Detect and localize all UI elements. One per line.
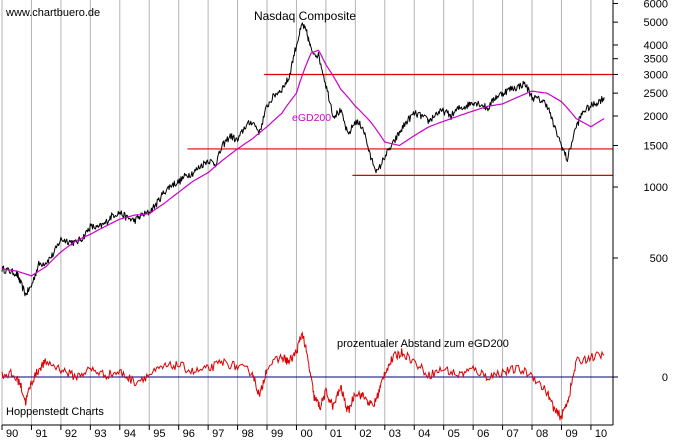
footer-credit: Hoppenstedt Charts (6, 406, 104, 418)
x-tick-label: 04 (418, 428, 430, 440)
x-tick-label: 95 (153, 428, 165, 440)
y-tick-label: 3500 (644, 54, 668, 66)
x-tick-label: 91 (35, 428, 47, 440)
y-tick-label: 1500 (644, 140, 668, 152)
x-tick-label: 00 (300, 428, 312, 440)
gridlines (1, 0, 592, 425)
x-tick-label: 98 (242, 428, 254, 440)
x-tick-label: 99 (271, 428, 283, 440)
y-tick-label: 3000 (644, 69, 668, 81)
main-chart-title: Nasdaq Composite (254, 9, 356, 23)
x-tick-label: 10 (595, 428, 607, 440)
x-tick-label: 09 (565, 428, 577, 440)
x-tick-label: 06 (477, 428, 489, 440)
y-tick-label: 5000 (644, 17, 668, 29)
x-tick-label: 01 (330, 428, 342, 440)
oscillator-title: prozentualer Abstand zum eGD200 (337, 338, 509, 350)
x-tick-label: 03 (389, 428, 401, 440)
x-tick-label: 05 (448, 428, 460, 440)
y-tick-label: 500 (650, 253, 668, 265)
x-tick-label: 08 (536, 428, 548, 440)
egd200-label: eGD200 (292, 112, 331, 124)
x-tick-label: 02 (359, 428, 371, 440)
x-tick-label: 90 (6, 428, 18, 440)
x-tick-label: 92 (65, 428, 77, 440)
oscillator-series-line (1, 331, 605, 421)
x-tick-label: 07 (507, 428, 519, 440)
y-tick-label: 2500 (644, 88, 668, 100)
x-tick-label: 94 (124, 428, 136, 440)
watermark-text: www.chartbuero.de (5, 7, 100, 19)
x-tick-label: 97 (212, 428, 224, 440)
y-tick-label: 6000 (644, 0, 668, 10)
y-tick-label: 2000 (644, 111, 668, 123)
label-layer: eGD200 (292, 112, 331, 124)
x-tick-label: 93 (94, 428, 106, 440)
egd200-series-line (1, 49, 605, 277)
osc-y-tick-label: 0 (662, 372, 668, 384)
series-layer (1, 22, 605, 421)
x-tick-label: 96 (183, 428, 195, 440)
support-lines (187, 73, 613, 176)
y-tick-label: 1000 (644, 182, 668, 194)
price-series-line (1, 22, 605, 297)
y-tick-label: 4000 (644, 40, 668, 52)
